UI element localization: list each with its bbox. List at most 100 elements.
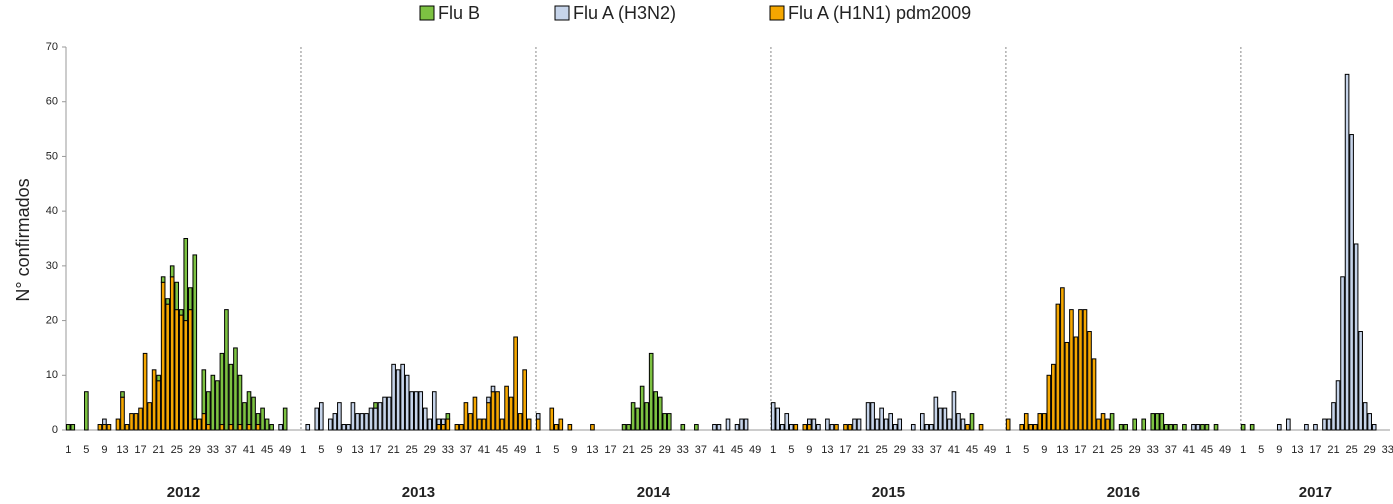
- x-tick-label: 17: [1074, 444, 1086, 456]
- bar: [847, 424, 853, 431]
- x-tick-label: 21: [387, 444, 399, 456]
- bar: [965, 424, 970, 431]
- bar: [1249, 424, 1255, 431]
- x-tick-label: 37: [930, 444, 942, 456]
- bar: [454, 424, 460, 431]
- bar: [811, 418, 817, 431]
- bar: [373, 407, 378, 431]
- bar: [870, 402, 875, 431]
- x-tick-label: 1: [770, 444, 776, 456]
- bar: [337, 402, 342, 431]
- x-tick-label: 13: [351, 444, 363, 456]
- bar: [386, 396, 392, 431]
- bar: [653, 391, 659, 431]
- bar: [816, 424, 821, 431]
- y-tick-label: 10: [46, 369, 58, 381]
- x-tick-label: 33: [912, 444, 924, 456]
- bar: [666, 413, 672, 431]
- bar: [169, 265, 175, 278]
- bar: [422, 407, 428, 431]
- bar: [215, 380, 220, 431]
- bar: [178, 314, 184, 431]
- x-tick-label: 21: [1092, 444, 1104, 456]
- bar: [84, 391, 89, 431]
- bar: [1344, 73, 1350, 431]
- bar: [237, 374, 243, 426]
- bar: [662, 413, 668, 431]
- x-tick-label: 49: [514, 444, 526, 456]
- bar: [1055, 303, 1061, 431]
- bar: [1141, 418, 1147, 431]
- bar: [206, 424, 211, 431]
- bar: [192, 418, 198, 431]
- x-tick-label: 21: [857, 444, 869, 456]
- bar: [441, 424, 446, 431]
- bar: [843, 424, 848, 431]
- bar: [459, 424, 464, 431]
- x-tick-label: 5: [553, 444, 559, 456]
- bar: [522, 369, 527, 431]
- bar: [1326, 418, 1332, 431]
- bar: [418, 391, 424, 431]
- x-tick-label: 5: [788, 444, 794, 456]
- bar: [115, 418, 121, 431]
- bar: [535, 418, 541, 431]
- bar: [237, 424, 243, 431]
- bar: [436, 418, 442, 426]
- bar: [1100, 413, 1106, 431]
- bar: [129, 413, 134, 431]
- year-label: 2013: [402, 484, 435, 501]
- bar: [635, 407, 640, 431]
- bar: [472, 396, 478, 431]
- bar: [897, 418, 903, 431]
- bar: [477, 418, 482, 431]
- bar: [1109, 413, 1115, 431]
- bar: [825, 418, 830, 431]
- legend-swatch: [769, 5, 785, 21]
- bar: [788, 424, 794, 431]
- x-tick-label: 45: [1201, 444, 1213, 456]
- year-label: 2012: [167, 484, 200, 501]
- x-tick-label: 5: [1258, 444, 1264, 456]
- bar: [1173, 424, 1178, 431]
- bar: [174, 309, 180, 431]
- legend-label: Flu B: [438, 3, 480, 23]
- bar: [102, 424, 107, 431]
- y-tick-label: 40: [46, 205, 58, 217]
- bar: [142, 352, 148, 431]
- bar: [183, 238, 189, 322]
- bar: [1037, 413, 1043, 431]
- x-tick-label: 29: [894, 444, 906, 456]
- x-tick-label: 33: [677, 444, 689, 456]
- bar: [558, 418, 564, 431]
- x-tick-label: 45: [731, 444, 743, 456]
- x-tick-label: 37: [225, 444, 237, 456]
- bar: [639, 385, 645, 431]
- bar: [409, 391, 414, 431]
- x-tick-label: 45: [966, 444, 978, 456]
- bar: [779, 424, 785, 431]
- x-tick-label: 29: [659, 444, 671, 456]
- x-tick-label: 5: [83, 444, 89, 456]
- x-tick-label: 9: [1041, 444, 1047, 456]
- y-tick-label: 60: [46, 96, 58, 108]
- bar: [463, 402, 469, 431]
- bar: [739, 418, 744, 431]
- bar: [1032, 424, 1038, 431]
- bar: [504, 385, 509, 431]
- bar: [734, 424, 740, 431]
- bar: [621, 424, 627, 431]
- bar: [770, 402, 776, 431]
- bar: [680, 424, 686, 431]
- bar: [1322, 418, 1327, 431]
- x-tick-label: 13: [116, 444, 128, 456]
- bar: [187, 309, 193, 431]
- x-tick-label: 45: [261, 444, 273, 456]
- bar: [201, 369, 207, 415]
- bar: [852, 418, 857, 431]
- bar: [1019, 424, 1025, 431]
- x-tick-label: 41: [478, 444, 490, 456]
- bar: [1304, 424, 1309, 431]
- x-tick-label: 9: [806, 444, 812, 456]
- bar: [350, 402, 356, 431]
